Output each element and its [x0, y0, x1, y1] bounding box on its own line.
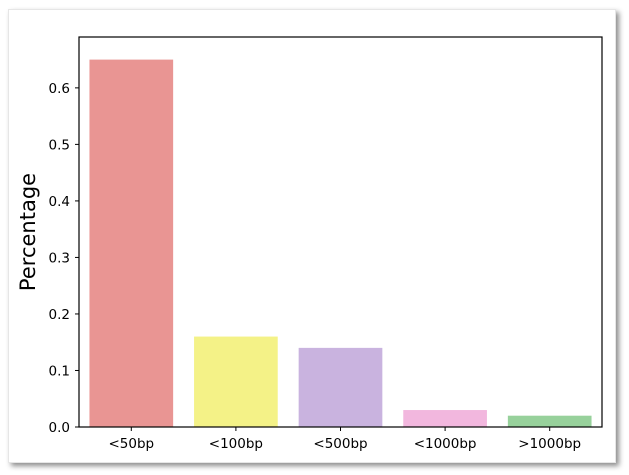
x-axis: <50bp <100bp <500bp <1000bp >1000bp: [108, 427, 581, 452]
y-tick-label: 0.1: [49, 363, 70, 379]
y-tick-label: 0.5: [49, 137, 70, 153]
y-axis-title: Percentage: [16, 173, 40, 291]
bar-2: [298, 347, 383, 427]
x-tick-label: <1000bp: [414, 436, 477, 452]
x-tick-label: <50bp: [108, 436, 154, 452]
y-tick-label: 0.2: [49, 307, 70, 323]
y-tick-label: 0.4: [49, 194, 70, 210]
bar-4: [507, 415, 592, 427]
x-tick-label: <500bp: [313, 436, 367, 452]
bar-1: [194, 336, 278, 427]
y-axis: 0.0 0.1 0.2 0.3 0.4 0.5 0.6: [49, 81, 79, 436]
bar-group: [89, 59, 592, 428]
x-tick-label: <100bp: [209, 436, 263, 452]
x-tick-label: >1000bp: [518, 436, 581, 452]
y-tick-label: 0.3: [49, 250, 70, 266]
y-tick-label: 0.0: [49, 420, 70, 436]
bar-3: [403, 410, 487, 427]
y-tick-label: 0.6: [49, 81, 70, 97]
bar-0: [89, 59, 174, 428]
